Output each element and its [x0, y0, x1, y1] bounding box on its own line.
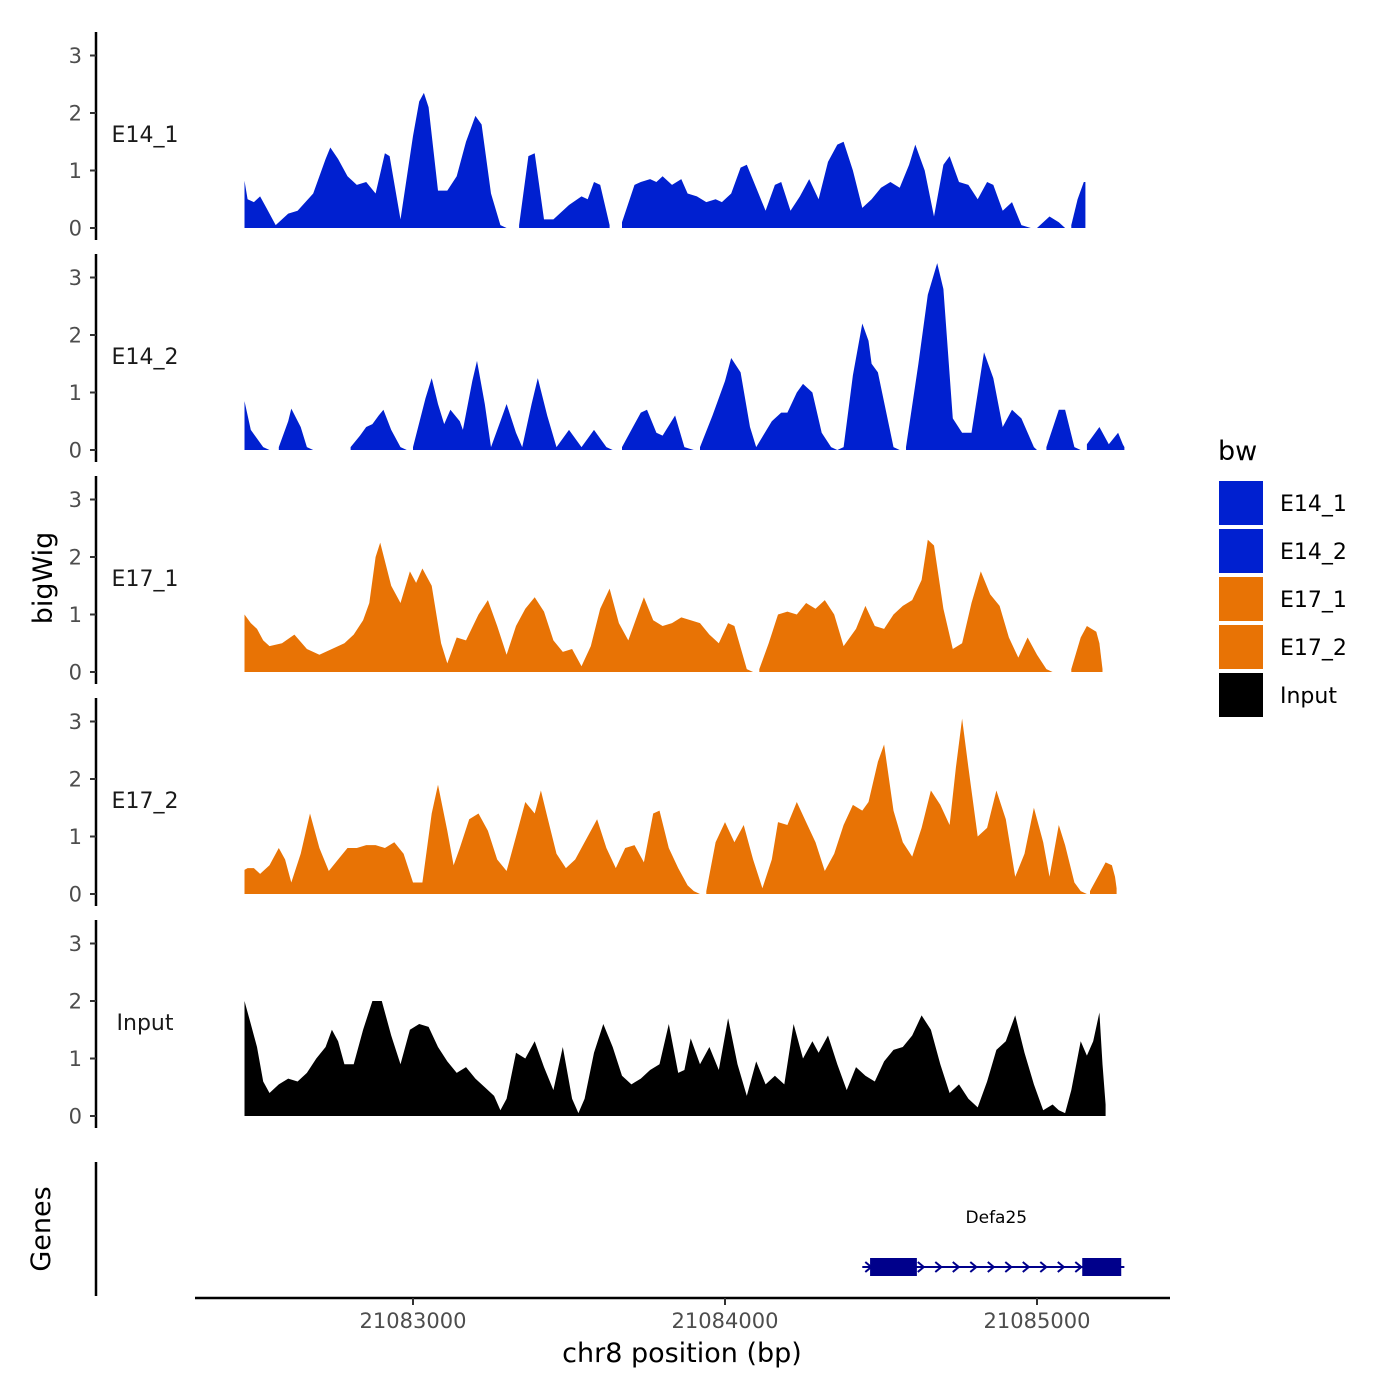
y-tick-label: 1	[69, 381, 82, 405]
legend-swatch	[1217, 527, 1265, 575]
y-tick-label: 2	[69, 546, 82, 570]
y-tick-label: 1	[69, 1047, 82, 1071]
track-label: E17_2	[112, 789, 179, 814]
track-input: 0 1 2 3 Input	[69, 920, 1106, 1129]
strand-arrow	[969, 1261, 978, 1273]
y-tick-label: 1	[69, 159, 82, 183]
y-tick-label: 2	[69, 990, 82, 1014]
y-tick-label: 1	[69, 825, 82, 849]
strand-arrow	[917, 1261, 926, 1273]
strand-arrow	[1074, 1261, 1083, 1273]
y-tick-label: 0	[69, 439, 82, 463]
y-tick-label: 0	[69, 661, 82, 685]
y-tick-label: 3	[69, 266, 82, 290]
y-tick-label: 0	[69, 883, 82, 907]
strand-arrow	[1004, 1261, 1013, 1273]
x-axis: 21083000 21084000 21085000	[195, 1296, 1170, 1333]
gene-layer: Defa25	[862, 1208, 1125, 1276]
signal-area	[759, 539, 1053, 672]
signal-area	[700, 323, 900, 450]
y-tick-label: 1	[69, 603, 82, 627]
y-tick-label: 0	[69, 217, 82, 241]
strand-arrow	[934, 1261, 943, 1273]
gene-name-label: Defa25	[966, 1208, 1028, 1228]
track-e14-2: 0 1 2 3 E14_2	[69, 254, 1125, 463]
gene-exon	[870, 1258, 917, 1276]
gene-exon	[1082, 1258, 1122, 1276]
legend-title: bw	[1218, 436, 1257, 467]
signal-area	[1086, 427, 1125, 450]
legend-label: E14_1	[1280, 492, 1347, 517]
legend-item: E14_2	[1217, 527, 1347, 575]
signal-area	[244, 784, 700, 894]
y-tick-label: 2	[69, 102, 82, 126]
y-tick-label: 3	[69, 44, 82, 68]
track-label: E14_1	[112, 123, 179, 148]
signal-area	[906, 263, 1037, 450]
legend-swatch	[1217, 671, 1265, 719]
strand-arrow	[987, 1261, 996, 1273]
y-tick-label: 2	[69, 324, 82, 348]
track-label: Input	[117, 1011, 174, 1036]
signal-area	[244, 401, 270, 450]
signal-area	[1090, 862, 1117, 894]
signal-area	[519, 153, 610, 228]
y-tick-label: 3	[69, 488, 82, 512]
track-label: E17_1	[112, 567, 179, 592]
signal-area	[622, 409, 694, 450]
signal-area	[706, 718, 1087, 894]
x-tick-label: 21084000	[672, 1309, 779, 1333]
legend-swatch	[1217, 623, 1265, 671]
track-label: E14_2	[112, 345, 179, 370]
track-e14-1: 0 1 2 3 E14_1	[69, 32, 1086, 241]
y-tick-label: 0	[69, 1105, 82, 1129]
legend-item: E14_1	[1217, 479, 1347, 527]
legend-label: E14_2	[1280, 540, 1347, 565]
legend-swatch	[1217, 479, 1265, 527]
legend-swatch	[1217, 575, 1265, 623]
signal-area	[1046, 409, 1081, 450]
track-e17-1: 0 1 2 3 E17_1	[69, 476, 1103, 685]
strand-arrow	[1039, 1261, 1048, 1273]
y-tick-label: 3	[69, 932, 82, 956]
signal-area	[244, 542, 754, 672]
signal-area	[622, 141, 1031, 228]
signal-area	[244, 92, 507, 229]
x-tick-label: 21085000	[984, 1309, 1091, 1333]
legend-item: E17_2	[1217, 623, 1347, 671]
legend-label: Input	[1280, 684, 1337, 709]
signal-area	[1071, 626, 1103, 672]
signal-area	[1071, 182, 1086, 228]
legend-label: E17_1	[1280, 588, 1347, 613]
signal-area	[350, 409, 407, 450]
legend-label: E17_2	[1280, 636, 1347, 661]
y-tick-label: 3	[69, 710, 82, 734]
legend-item: Input	[1217, 671, 1337, 719]
bigwig-tracks: 0 1 2 3 E14_1 0 1 2 3 E14_2 0 1 2 3 E17_1 0 1 2 3 E17_2 0 1 2 3…	[69, 32, 1125, 1129]
gene-defa25: Defa25	[862, 1208, 1125, 1276]
legend: bw E14_1 E14_2 E17_1 E17_2 Input	[1217, 436, 1347, 719]
strand-arrow	[1022, 1261, 1031, 1273]
y-axis-title: bigWig	[28, 532, 59, 625]
genes-panel: Genes Defa25	[26, 1162, 1125, 1296]
x-axis-title: chr8 position (bp)	[562, 1338, 802, 1369]
strand-arrow	[1057, 1261, 1066, 1273]
track-e17-2: 0 1 2 3 E17_2	[69, 698, 1117, 907]
strand-arrow	[952, 1261, 961, 1273]
x-tick-label: 21083000	[360, 1309, 467, 1333]
legend-item: E17_1	[1217, 575, 1347, 623]
signal-area	[278, 408, 314, 450]
signal-area	[244, 1001, 1106, 1116]
genes-title: Genes	[26, 1186, 57, 1271]
signal-area	[413, 360, 613, 450]
y-tick-label: 2	[69, 768, 82, 792]
signal-area	[1037, 216, 1066, 228]
